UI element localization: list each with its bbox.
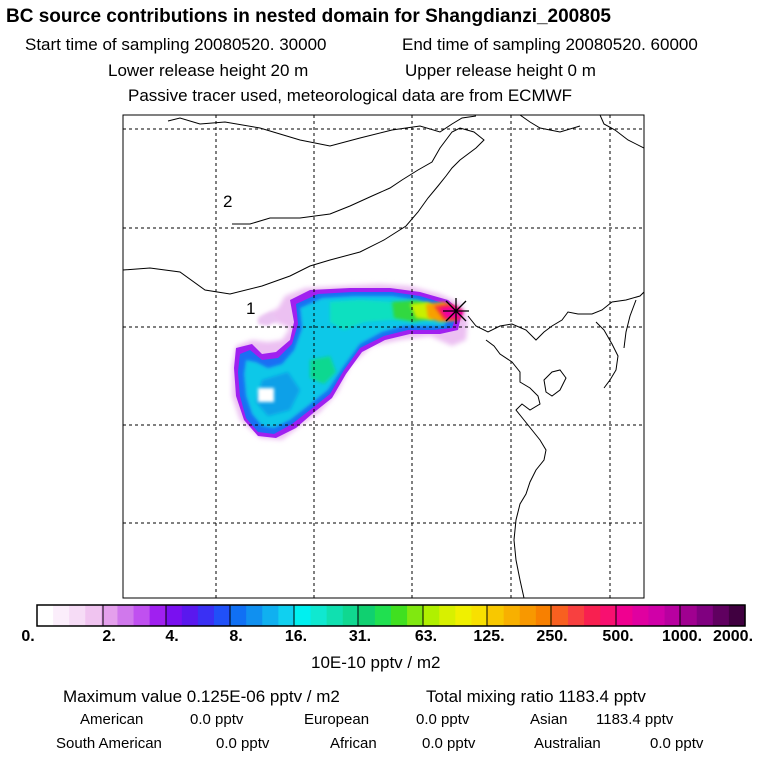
region-label-2: 2 [223, 192, 233, 211]
colorbar-swatch [664, 605, 682, 626]
colorbar-swatch [584, 605, 601, 626]
colorbar [36, 604, 746, 627]
colorbar-tick-label: 4. [165, 628, 179, 645]
colorbar-swatch [519, 605, 537, 626]
max-value-text: Maximum value 0.125E-06 pptv / m2 [63, 687, 340, 706]
colorbar-tick-label: 31. [348, 628, 372, 645]
colorbar-swatch [551, 605, 569, 626]
european-value: 0.0 pptv [416, 711, 470, 728]
lower-release-height-label: Lower release height 20 m [108, 61, 309, 80]
american-value: 0.0 pptv [190, 711, 244, 728]
colorbar-swatch [230, 605, 247, 626]
colorbar-swatch [487, 605, 505, 626]
australian-label: Australian [534, 735, 601, 752]
european-label: European [304, 711, 370, 728]
colorbar-swatch [342, 605, 360, 626]
colorbar-tick-label: 1000. [661, 628, 703, 645]
colorbar-swatch [326, 605, 344, 626]
total-mixing-ratio-text: Total mixing ratio 1183.4 pptv [426, 687, 646, 706]
colorbar-swatch [101, 605, 119, 626]
colorbar-swatch [680, 605, 698, 626]
colorbar-swatch [246, 605, 263, 626]
colorbar-swatch [568, 605, 585, 626]
african-value: 0.0 pptv [422, 735, 476, 752]
colorbar-swatch [85, 605, 102, 626]
colorbar-tick-label: 16. [284, 628, 308, 645]
upper-release-height-label: Upper release height 0 m [405, 61, 596, 80]
colorbar-swatch [712, 605, 730, 626]
end-time-label: End time of sampling 20080520. 60000 [402, 35, 698, 54]
receptor-star-icon [443, 298, 469, 324]
colorbar-swatch [278, 605, 296, 626]
colorbar-tick-label: 125. [473, 628, 505, 645]
colorbar-swatch [616, 605, 633, 626]
colorbar-swatch [181, 605, 199, 626]
colorbar-swatch [535, 605, 553, 626]
colorbar-swatch [391, 605, 408, 626]
plume [232, 284, 468, 440]
colorbar-unit-label: 10E-10 pptv / m2 [311, 653, 441, 672]
colorbar-swatch [407, 605, 424, 626]
map-frame [122, 114, 645, 599]
colorbar-swatch [214, 605, 231, 626]
colorbar-swatch [632, 605, 650, 626]
region-label-1: 1 [246, 299, 256, 318]
colorbar-tick-label: 2. [102, 628, 116, 645]
colorbar-swatch [439, 605, 456, 626]
asian-value: 1183.4 pptv [596, 711, 674, 728]
colorbar-swatch [262, 605, 279, 626]
colorbar-tick-label: 250. [536, 628, 568, 645]
colorbar-tick-label: 500. [602, 628, 634, 645]
colorbar-swatch [165, 605, 183, 626]
colorbar-tick-label: 8. [229, 628, 243, 645]
american-label: American [80, 711, 144, 728]
australian-value: 0.0 pptv [650, 735, 704, 752]
south-american-value: 0.0 pptv [216, 735, 270, 752]
colorbar-swatch [471, 605, 489, 626]
colorbar-swatch [600, 605, 617, 626]
colorbar-swatch [648, 605, 666, 626]
colorbar-tick-label: 63. [414, 628, 438, 645]
south-american-label: South American [56, 735, 162, 752]
colorbar-swatch [503, 605, 521, 626]
colorbar-swatch [149, 605, 167, 626]
colorbar-swatch [310, 605, 328, 626]
colorbar-swatch [37, 605, 54, 626]
colorbar-tick-label: 0. [21, 628, 35, 645]
lat-lon-grid [123, 115, 644, 598]
african-label: African [330, 735, 377, 752]
colorbar-swatch [133, 605, 151, 626]
colorbar-tick-label: 2000. [712, 628, 754, 645]
colorbar-swatch [423, 605, 440, 626]
colorbar-swatch [696, 605, 714, 626]
colorbar-swatch [53, 605, 70, 626]
colorbar-swatch [117, 605, 135, 626]
colorbar-swatch [455, 605, 473, 626]
asian-label: Asian [530, 711, 568, 728]
colorbar-swatch [374, 605, 392, 626]
colorbar-frame [36, 604, 746, 627]
colorbar-swatch [728, 605, 746, 626]
colorbar-swatch [294, 605, 312, 626]
colorbar-swatch [358, 605, 376, 626]
map-area [123, 115, 644, 598]
colorbar-swatch [69, 605, 86, 626]
tracer-label: Passive tracer used, meteorological data… [128, 86, 573, 105]
chart-title: BC source contributions in nested domain… [6, 6, 611, 27]
colorbar-swatch [197, 605, 215, 626]
boundaries [123, 115, 644, 598]
start-time-label: Start time of sampling 20080520. 30000 [25, 35, 327, 54]
